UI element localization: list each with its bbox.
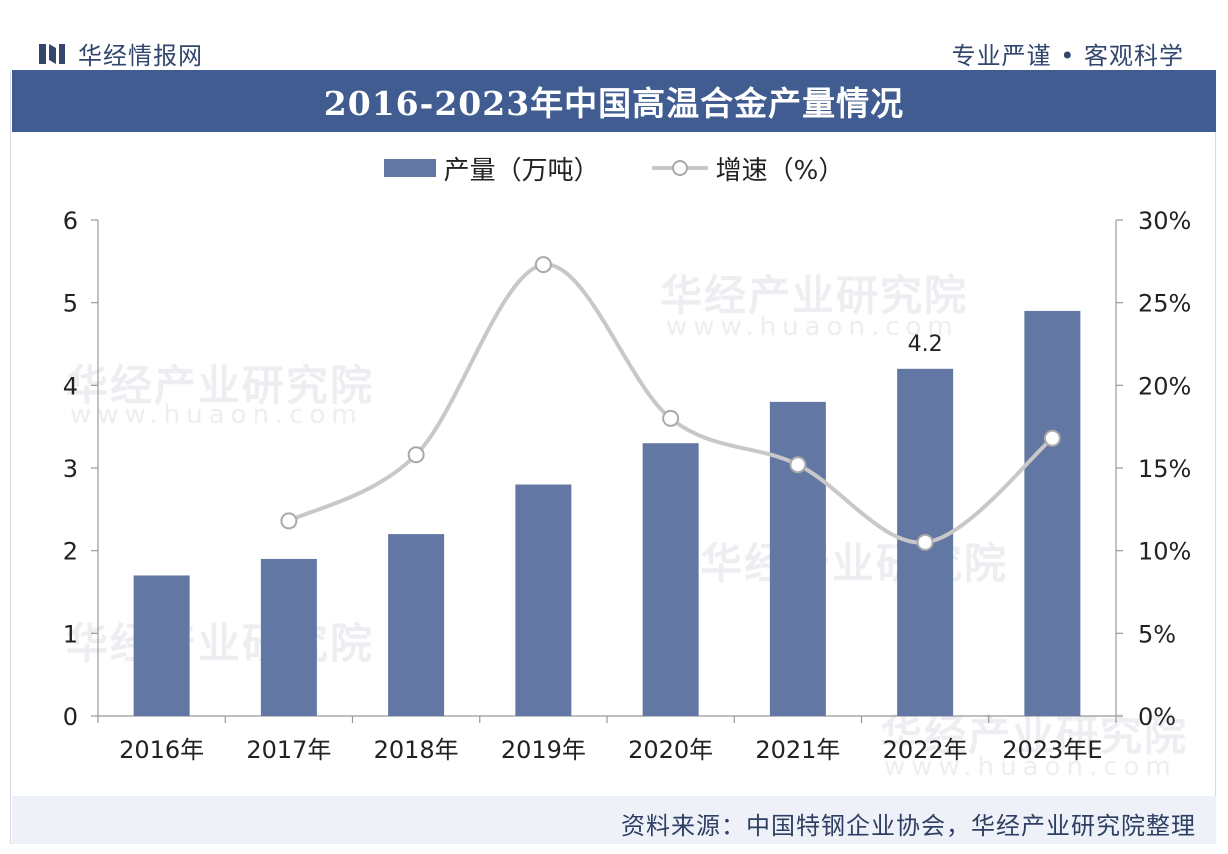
x-tick-label: 2017年	[246, 736, 331, 764]
tagline: 专业严谨 • 客观科学	[951, 42, 1184, 70]
y-left-tick-label: 0	[63, 703, 78, 731]
y-left-tick-label: 5	[63, 290, 78, 318]
y-right-tick-label: 15%	[1138, 455, 1191, 483]
legend-line-swatch	[651, 160, 708, 176]
x-tick-label: 2023年E	[1002, 736, 1102, 764]
x-tick-label: 2022年	[883, 736, 968, 764]
legend-item-bar: 产量（万吨）	[383, 150, 600, 187]
y-left-tick-label: 4	[63, 372, 78, 400]
growth-point	[662, 409, 680, 427]
legend-bar-label: 产量（万吨）	[443, 155, 600, 186]
y-left-tick-label: 2	[63, 538, 78, 566]
legend-bar-swatch	[383, 159, 436, 177]
brand-name: 华经情报网	[78, 42, 203, 70]
y-right-tick-label: 5%	[1138, 620, 1176, 648]
y-right-tick-label: 10%	[1138, 538, 1191, 566]
y-left-tick-label: 1	[63, 620, 78, 648]
growth-point	[1043, 429, 1061, 447]
data-label: 4.2	[908, 332, 943, 357]
x-tick-label: 2020年	[628, 736, 713, 764]
bar	[388, 534, 445, 716]
source-note: 资料来源：中国特钢企业协会，华经产业研究院整理	[621, 812, 1196, 840]
y-right-tick-label: 25%	[1138, 290, 1191, 318]
y-right-tick-label: 20%	[1138, 372, 1191, 400]
title-band: 2016-2023年中国高温合金产量情况	[12, 70, 1216, 132]
bar	[515, 484, 572, 716]
legend-item-line: 增速（%）	[650, 150, 845, 187]
y-left-tick-label: 6	[63, 207, 78, 235]
growth-point	[280, 512, 298, 530]
legend-line-label: 增速（%）	[715, 155, 845, 186]
top-bar: 华经情报网 专业严谨 • 客观科学	[10, 10, 1216, 70]
bar	[1024, 310, 1081, 716]
y-right-tick-label: 30%	[1138, 207, 1191, 235]
y-right-tick-label: 0%	[1138, 703, 1176, 731]
x-tick-label: 2016年	[119, 736, 204, 764]
growth-point	[534, 256, 552, 274]
bar	[769, 401, 826, 716]
chart-title: 2016-2023年中国高温合金产量情况	[323, 84, 905, 123]
x-tick-label: 2021年	[755, 736, 840, 764]
brand: 华经情报网	[38, 36, 203, 71]
x-tick-label: 2018年	[374, 736, 459, 764]
footer: 资料来源：中国特钢企业协会，华经产业研究院整理	[12, 796, 1216, 844]
bar	[642, 443, 699, 716]
x-tick-label: 2019年	[501, 736, 586, 764]
legend: 产量（万吨） 增速（%）	[0, 148, 1228, 188]
bar	[133, 575, 190, 716]
growth-point	[789, 456, 807, 474]
growth-point	[407, 446, 425, 464]
growth-point	[916, 533, 934, 551]
brand-logo-icon	[39, 43, 65, 64]
bar	[260, 558, 317, 716]
y-left-tick-label: 3	[63, 455, 78, 483]
